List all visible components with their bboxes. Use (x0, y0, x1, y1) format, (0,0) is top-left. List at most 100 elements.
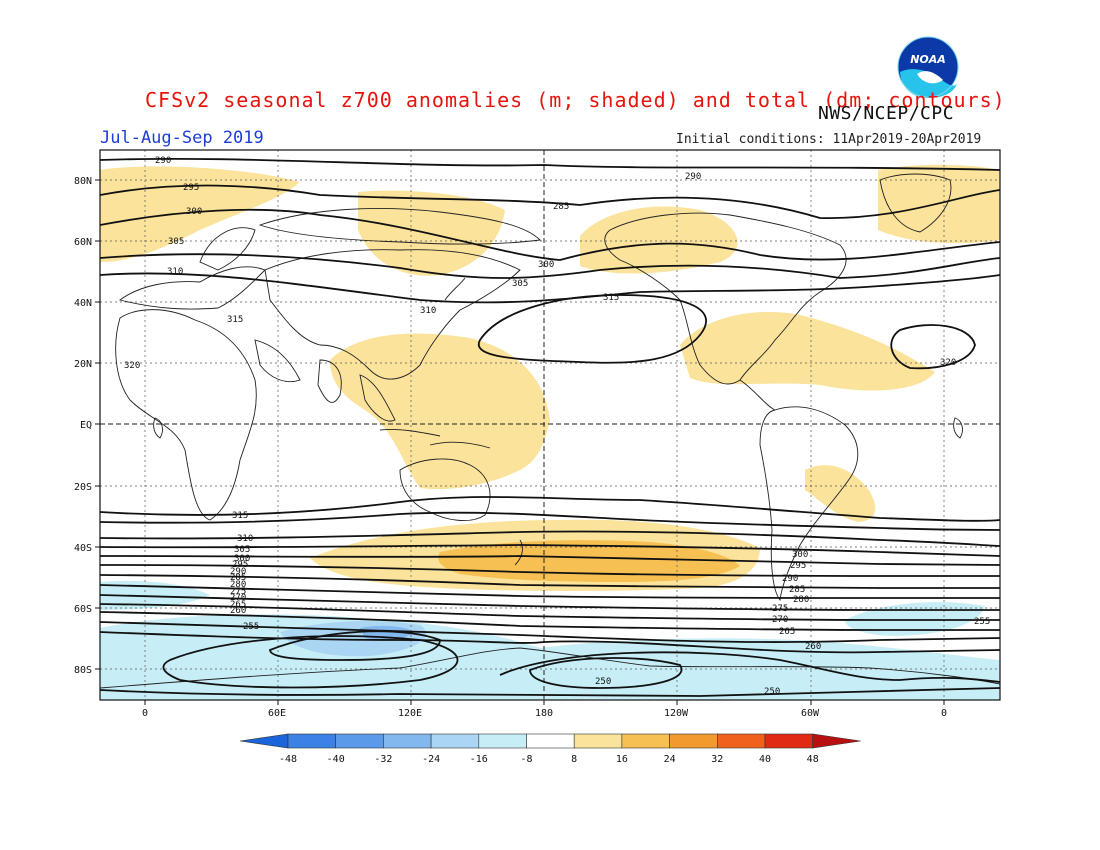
contour-label: 305 (512, 279, 528, 289)
colorbar-arrow-left (239, 733, 289, 749)
contour-300-south (100, 544, 1000, 557)
contour-255-lower (499, 651, 1000, 683)
lon-label: 180 (535, 708, 553, 719)
contour-label: 275 (772, 604, 788, 614)
contour-label: 300 (792, 550, 808, 560)
colorbar-label: -32 (374, 754, 392, 765)
contour-label: 260 (805, 642, 821, 652)
colorbar-segment (383, 733, 432, 749)
contour-label: 280 (793, 595, 809, 605)
map-frame (99, 149, 1001, 701)
contour-label: 275 (230, 587, 246, 597)
contour-label: 270 (772, 615, 788, 625)
lat-label: 60N (74, 237, 92, 248)
contour-label: 265 (779, 627, 795, 637)
initial-conditions: Initial conditions: 11Apr2019-20Apr2019 (676, 132, 982, 147)
axis-ticks (95, 179, 945, 705)
colorbar-label: -16 (470, 754, 488, 765)
reference-lines (100, 150, 1000, 700)
colorbar-segment (526, 733, 575, 749)
colorbar-label: 8 (571, 754, 577, 765)
contour-label: 250 (764, 687, 780, 697)
contour-label: 255 (974, 617, 990, 627)
colorbar-label: -48 (279, 754, 297, 765)
contour-label: 320 (940, 358, 956, 368)
contour-label: 320 (124, 361, 140, 371)
contour-label: 305 (234, 545, 250, 555)
contour-label: 310 (237, 534, 253, 544)
contour-260-south (100, 621, 1000, 643)
contour-label: 285 (789, 585, 805, 595)
colorbar-label: -24 (422, 754, 440, 765)
colorbar: -48 -40 -32 -24 -16 -8 8 16 24 32 40 48 (239, 733, 861, 765)
contour-310-south (100, 511, 1000, 531)
lon-label: 120E (398, 708, 422, 719)
contour-305-south (100, 530, 1000, 547)
lat-label: 40N (74, 298, 92, 309)
contour-label: 295 (790, 561, 806, 571)
colorbar-segment (669, 733, 718, 749)
lon-label: 60W (801, 708, 820, 719)
contour-label: 295 (232, 560, 248, 570)
contour-label: 300 (538, 260, 554, 270)
noaa-logo: NOAA (897, 36, 959, 98)
contour-label: 315 (603, 293, 619, 303)
contour-label-group: 290 295 300 305 310 315 320 290 285 300 … (124, 156, 990, 697)
anomaly-positive-arctic-west (100, 166, 300, 262)
colorbar-segment (287, 733, 337, 749)
lat-label: 60S (74, 604, 92, 615)
chart-title: CFSv2 seasonal z700 anomalies (m; shaded… (145, 88, 1006, 112)
contour-260-ross (162, 635, 459, 689)
contour-290-north (100, 157, 1000, 171)
colorbar-label: 48 (807, 754, 819, 765)
colorbar-label: 24 (664, 754, 676, 765)
colorbar-label: -8 (520, 754, 532, 765)
contour-285-south (100, 574, 1000, 589)
lon-label: 0 (941, 708, 947, 719)
contour-295-north (100, 184, 1000, 219)
contour-label: 250 (595, 677, 611, 687)
colorbar-segment (621, 733, 670, 749)
colorbar-segment (716, 733, 766, 749)
lon-label: 60E (268, 708, 286, 719)
contour-label: 290 (685, 172, 701, 182)
shading-layer (100, 164, 1000, 700)
contour-label: 305 (168, 237, 184, 247)
contour-300-north (100, 208, 1000, 261)
coastlines (100, 173, 1000, 689)
contour-label: 280 (230, 580, 246, 590)
anomaly-positive-asia (330, 333, 550, 490)
contour-label: 310 (420, 306, 436, 316)
colorbar-label: 32 (711, 754, 723, 765)
contour-label: 290 (782, 574, 798, 584)
contour-315-south (100, 496, 1000, 522)
colorbar-arrow-right (812, 733, 861, 749)
lat-label: EQ (80, 420, 92, 431)
contour-label: 290 (230, 567, 246, 577)
contour-label: 265 (230, 600, 246, 610)
contour-260-lower (100, 687, 1000, 697)
contour-255-south (100, 631, 1000, 654)
lat-labels: 80N 60N 40N 20N EQ 20S 40S 60S 80S (74, 176, 92, 676)
agency-label: NWS/NCEP/CPC (818, 103, 955, 124)
contour-305-north (100, 253, 1000, 279)
colorbar-label: -40 (327, 754, 345, 765)
lat-label: 80N (74, 176, 92, 187)
colorbar-segment (573, 733, 623, 749)
contour-label: 315 (227, 315, 243, 325)
contour-label: 290 (155, 156, 171, 166)
lon-label: 120W (664, 708, 689, 719)
colorbar-segment (764, 733, 814, 749)
colorbar-label: 16 (616, 754, 628, 765)
contour-320-ring (890, 324, 976, 370)
contour-265-weddell (269, 630, 441, 661)
contour-label: 285 (553, 202, 569, 212)
svg-text:NOAA: NOAA (910, 53, 946, 66)
lon-label: 0 (142, 708, 148, 719)
contour-label: 260 (230, 606, 246, 616)
contour-label: 285 (230, 573, 246, 583)
contour-265-south (100, 611, 1000, 631)
lat-label: 20S (74, 482, 92, 493)
anomaly-positive-alaska (580, 206, 738, 274)
height-contours (100, 157, 1000, 697)
